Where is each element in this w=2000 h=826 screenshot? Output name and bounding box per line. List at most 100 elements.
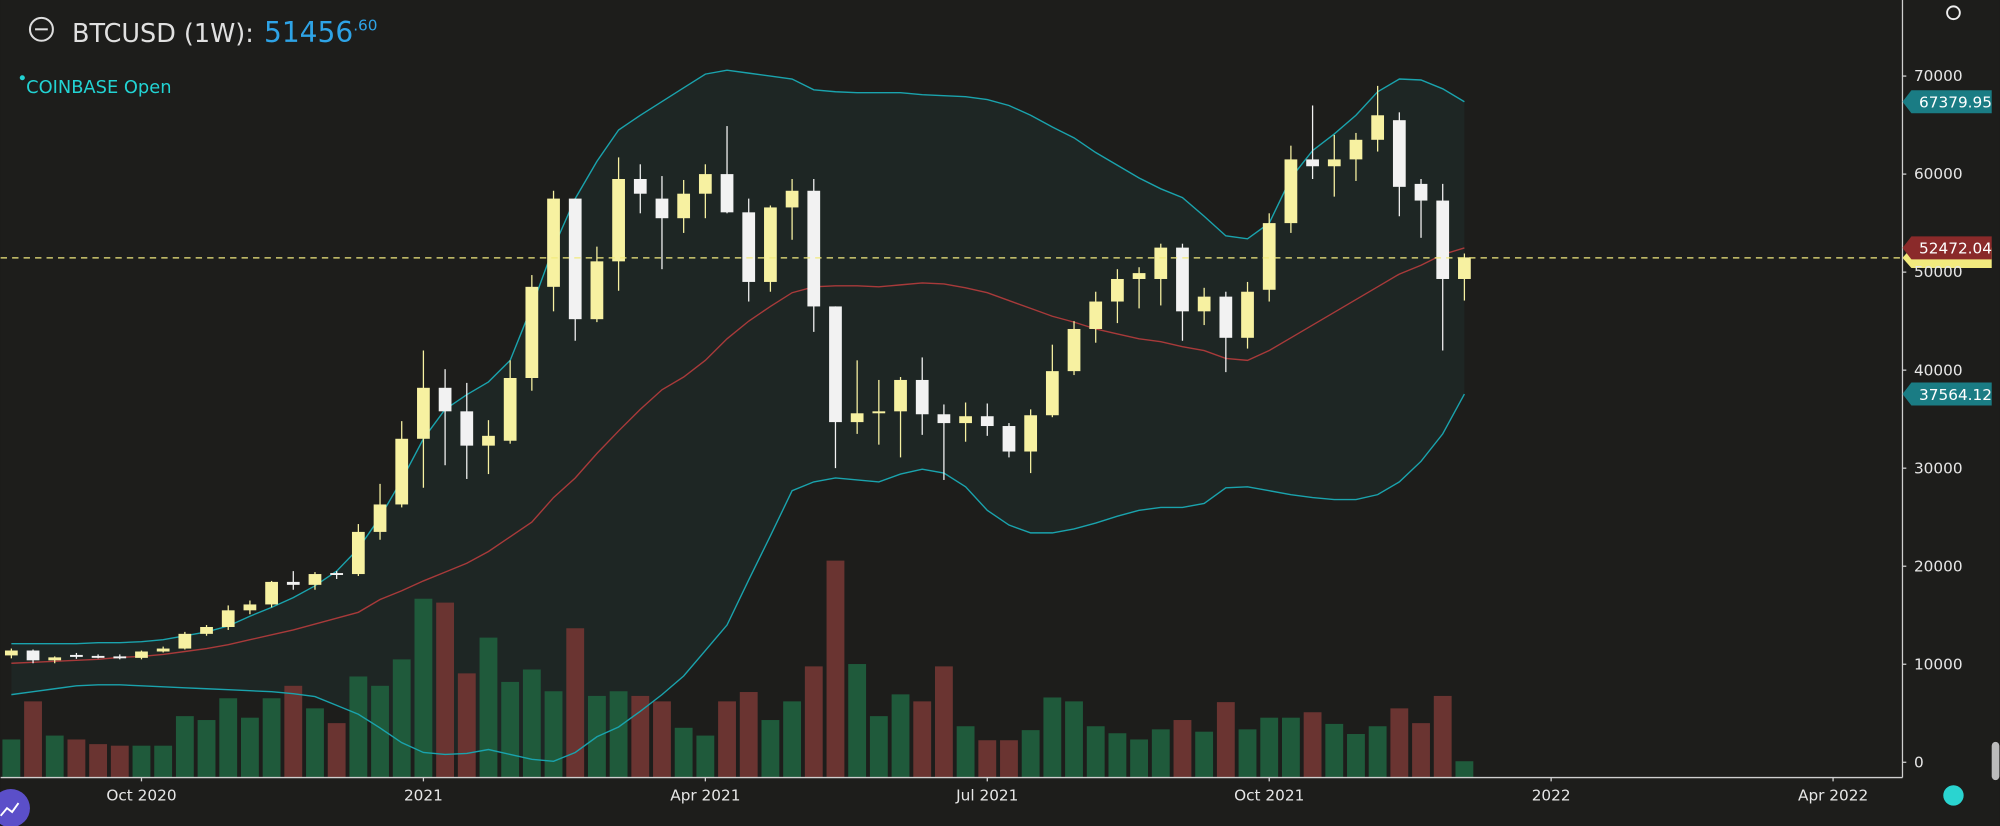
y-tick-label: 10000 xyxy=(1914,655,1963,673)
candle-body xyxy=(937,414,951,424)
volume-bar xyxy=(1281,717,1300,778)
x-tick-label: Oct 2020 xyxy=(106,787,176,805)
volume-bar xyxy=(1325,723,1344,778)
volume-bar xyxy=(674,727,693,778)
candle-body xyxy=(872,411,886,414)
volume-bar xyxy=(739,692,758,778)
volume-bar xyxy=(306,708,324,778)
candle-body xyxy=(677,193,691,219)
candle-body xyxy=(1154,247,1168,279)
x-tick-label: 2021 xyxy=(404,787,443,805)
volume-bar xyxy=(327,723,346,778)
band-value-label: 37564.12 xyxy=(1919,386,1992,404)
volume-bar xyxy=(392,659,411,778)
candle-body xyxy=(1045,371,1059,416)
status-dot xyxy=(19,75,25,81)
candle-body xyxy=(1241,291,1254,338)
volume-bar xyxy=(457,673,476,778)
candle-body xyxy=(633,178,647,194)
y-tick-label: 50000 xyxy=(1914,263,1963,281)
zoom-out-icon[interactable] xyxy=(28,16,54,42)
volume-bar xyxy=(1238,729,1257,778)
volume-bar xyxy=(284,685,303,778)
candle-body xyxy=(1414,183,1428,201)
candle-body xyxy=(91,655,105,658)
volume-bar xyxy=(761,720,780,778)
volume-bar xyxy=(934,666,953,778)
band-value-label: 52472.04 xyxy=(1919,240,1992,258)
volume-bar xyxy=(696,735,715,778)
volume-bar xyxy=(24,701,42,778)
candle-body xyxy=(1089,301,1103,329)
volume-bar xyxy=(2,739,21,778)
candle-body xyxy=(503,377,517,441)
x-tick-label: Apr 2022 xyxy=(1798,787,1868,805)
volume-bar xyxy=(1368,726,1387,778)
volume-bar xyxy=(1390,708,1409,778)
candle-body xyxy=(1306,159,1319,167)
candle-body xyxy=(1284,159,1298,224)
x-tick-label: 2022 xyxy=(1532,787,1571,805)
candle-body xyxy=(1132,273,1146,279)
candle-body xyxy=(26,650,40,661)
candle-body xyxy=(1024,415,1038,452)
candle-body xyxy=(460,411,474,446)
candle-body xyxy=(764,207,777,282)
price: 51456 xyxy=(264,16,353,49)
candle-body xyxy=(525,286,539,378)
candle-body xyxy=(590,261,604,320)
y-tick-label: 40000 xyxy=(1914,361,1963,379)
y-tick-label: 60000 xyxy=(1914,165,1963,183)
upper-band xyxy=(11,69,1465,645)
volume-bar xyxy=(1065,701,1083,778)
candle-body xyxy=(48,657,62,661)
price-decimals: .60 xyxy=(353,17,377,35)
candle-body xyxy=(1436,200,1450,279)
volume-bar xyxy=(110,745,129,778)
status-indicator[interactable] xyxy=(1943,785,1964,806)
volume-bar xyxy=(978,740,997,778)
candle-body xyxy=(850,413,864,423)
volume-bar xyxy=(783,701,802,778)
candle-body xyxy=(265,581,278,605)
volume-bar xyxy=(1195,731,1214,778)
volume-bar xyxy=(1173,720,1192,778)
candle-body xyxy=(547,198,560,287)
candle-body xyxy=(1392,120,1406,187)
volume-bar xyxy=(1021,730,1040,778)
settings-icon[interactable] xyxy=(1946,5,1961,21)
gear[interactable] xyxy=(1946,5,1961,21)
volume-bar xyxy=(414,598,433,778)
middle-band xyxy=(11,247,1465,664)
volume-bar xyxy=(1347,734,1365,778)
candle-body xyxy=(742,212,756,282)
volume-bar xyxy=(891,694,910,778)
volume-bar xyxy=(1412,723,1430,778)
band-fill xyxy=(11,70,1465,762)
volume-bar xyxy=(869,716,888,778)
candle-body xyxy=(395,438,409,505)
volume-bar xyxy=(132,745,151,778)
candle-body xyxy=(720,174,734,213)
candle-body xyxy=(1349,139,1363,160)
volume-bar xyxy=(1433,695,1452,778)
volume-bar xyxy=(1086,726,1105,778)
volume-bar xyxy=(1043,697,1062,778)
volume-bar xyxy=(1303,712,1322,778)
volume-bar xyxy=(67,739,86,778)
volume-bar xyxy=(956,726,975,778)
candle-body xyxy=(1197,296,1211,312)
volume-bar xyxy=(1000,740,1018,778)
volume-bar xyxy=(653,701,671,778)
candle-body xyxy=(568,198,582,320)
candle-body xyxy=(959,416,972,424)
candle-body xyxy=(135,651,148,658)
volume-bar xyxy=(219,698,238,778)
side-tab[interactable] xyxy=(1991,741,2000,781)
app-icon-glyph xyxy=(0,802,20,817)
volume-bar xyxy=(1455,761,1474,778)
candle-body xyxy=(417,387,430,439)
volume-bar xyxy=(826,560,845,778)
